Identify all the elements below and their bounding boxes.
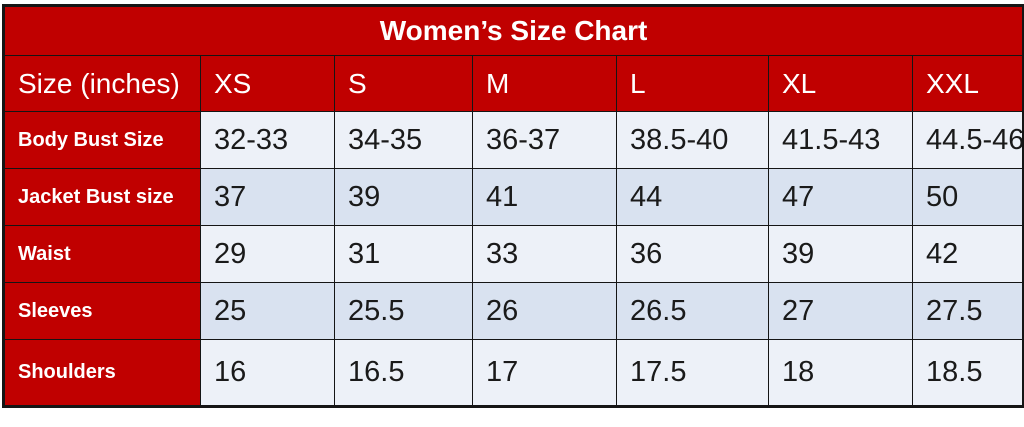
column-header-xxl: XXL <box>911 55 1024 112</box>
title-row: Women’s Size Chart <box>2 5 1024 56</box>
row-label-sleeves: Sleeves <box>3 282 201 340</box>
cell-sleeves-xl: 27 <box>768 282 913 340</box>
cell-body-bust-xl: 41.5-43 <box>768 111 913 169</box>
column-header-size-inches: Size (inches) <box>3 55 201 112</box>
cell-shoulders-xxl: 18.5 <box>911 339 1024 407</box>
cell-shoulders-s: 16.5 <box>334 339 473 407</box>
cell-body-bust-xxl: 44.5-46 <box>911 111 1024 169</box>
row-label-waist: Waist <box>3 225 201 283</box>
cell-shoulders-m: 17 <box>472 339 617 407</box>
cell-jacket-bust-s: 39 <box>334 168 473 226</box>
column-header-row: Size (inches) XS S M L XL XXL <box>3 55 1024 112</box>
column-header-xs: XS <box>200 55 335 112</box>
cell-jacket-bust-xl: 47 <box>768 168 913 226</box>
row-label-jacket-bust-size: Jacket Bust size <box>3 168 201 226</box>
cell-waist-xl: 39 <box>768 225 913 283</box>
page: Women’s Size Chart Size (inches) XS S M … <box>2 4 1024 408</box>
cell-body-bust-xs: 32-33 <box>200 111 335 169</box>
cell-jacket-bust-xs: 37 <box>200 168 335 226</box>
table-row-sleeves: Sleeves 25 25.5 26 26.5 27 27.5 <box>3 282 1024 340</box>
cell-shoulders-xs: 16 <box>200 339 335 407</box>
row-label-body-bust-size: Body Bust Size <box>3 111 201 169</box>
table-row-body-bust-size: Body Bust Size 32-33 34-35 36-37 38.5-40… <box>3 111 1024 169</box>
cell-body-bust-s: 34-35 <box>334 111 473 169</box>
cell-shoulders-l: 17.5 <box>616 339 769 407</box>
cell-sleeves-xs: 25 <box>200 282 335 340</box>
cell-sleeves-l: 26.5 <box>616 282 769 340</box>
column-header-s: S <box>334 55 473 112</box>
cell-waist-m: 33 <box>472 225 617 283</box>
table-row-shoulders: Shoulders 16 16.5 17 17.5 18 18.5 <box>3 339 1024 407</box>
cell-jacket-bust-m: 41 <box>472 168 617 226</box>
column-header-l: L <box>616 55 769 112</box>
cell-jacket-bust-l: 44 <box>616 168 769 226</box>
table-row-jacket-bust-size: Jacket Bust size 37 39 41 44 47 50 <box>3 168 1024 226</box>
cell-waist-xxl: 42 <box>911 225 1024 283</box>
page-title: Women’s Size Chart <box>2 5 1024 56</box>
size-chart-table: Women’s Size Chart Size (inches) XS S M … <box>2 4 1024 408</box>
cell-waist-s: 31 <box>334 225 473 283</box>
cell-sleeves-m: 26 <box>472 282 617 340</box>
cell-jacket-bust-xxl: 50 <box>911 168 1024 226</box>
cell-sleeves-xxl: 27.5 <box>911 282 1024 340</box>
cell-body-bust-l: 38.5-40 <box>616 111 769 169</box>
cell-sleeves-s: 25.5 <box>334 282 473 340</box>
cell-waist-xs: 29 <box>200 225 335 283</box>
row-label-shoulders: Shoulders <box>3 339 201 407</box>
column-header-xl: XL <box>768 55 913 112</box>
cell-shoulders-xl: 18 <box>768 339 913 407</box>
cell-body-bust-m: 36-37 <box>472 111 617 169</box>
cell-waist-l: 36 <box>616 225 769 283</box>
column-header-m: M <box>472 55 617 112</box>
table-row-waist: Waist 29 31 33 36 39 42 <box>3 225 1024 283</box>
